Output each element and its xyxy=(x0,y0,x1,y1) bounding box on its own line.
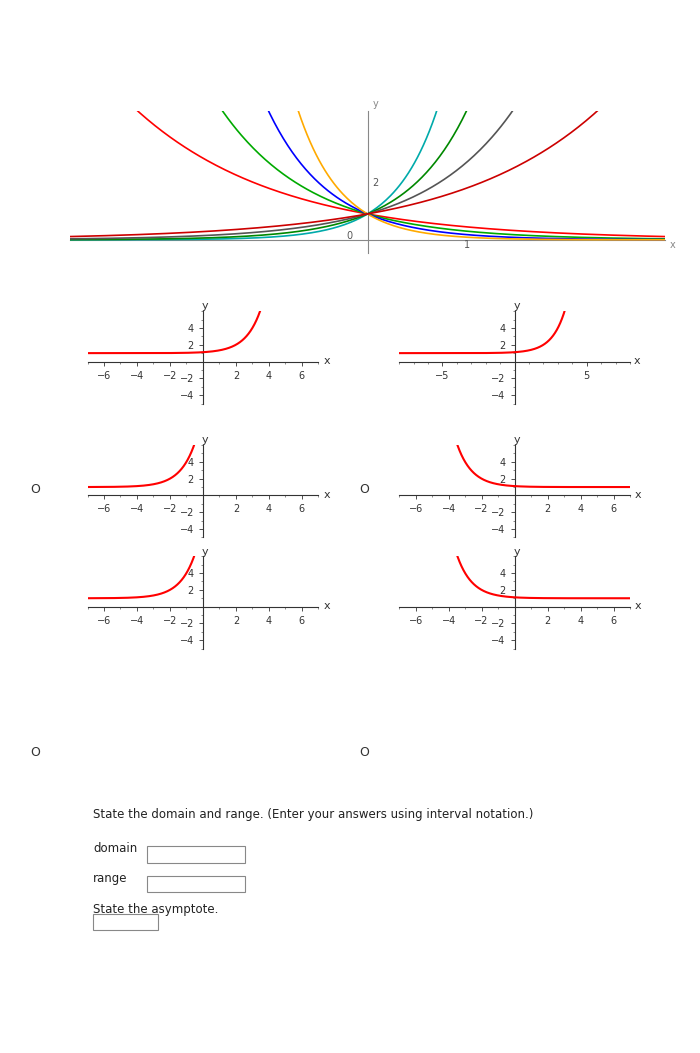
Text: State the domain and range. (Enter your answers using interval notation.): State the domain and range. (Enter your … xyxy=(93,809,533,821)
Text: y: y xyxy=(202,435,209,445)
Text: 2: 2 xyxy=(372,178,379,187)
Text: domain: domain xyxy=(93,842,137,855)
Text: y: y xyxy=(372,99,378,108)
Text: $y=5^x$: $y=5^x$ xyxy=(414,190,444,204)
Text: $h(x) = 3^{x-2} + 1$: $h(x) = 3^{x-2} + 1$ xyxy=(131,156,225,174)
Text: Graph the function, not by plotting points, but by starting from the graphs belo: Graph the function, not by plotting poin… xyxy=(93,132,575,144)
FancyBboxPatch shape xyxy=(93,914,158,931)
Text: State the asymptote.: State the asymptote. xyxy=(93,903,218,916)
Text: 0: 0 xyxy=(346,232,353,241)
Text: $y=3^x$: $y=3^x$ xyxy=(468,190,498,204)
Text: y: y xyxy=(514,435,520,445)
Text: range: range xyxy=(93,872,127,885)
Text: $y=\left(\frac{1}{2}\right)^x$: $y=\left(\frac{1}{2}\right)^x$ xyxy=(117,190,155,207)
FancyBboxPatch shape xyxy=(147,847,245,862)
Text: y: y xyxy=(202,547,209,557)
Text: x: x xyxy=(635,490,642,500)
Text: 1: 1 xyxy=(463,239,470,250)
Text: O: O xyxy=(359,747,369,759)
Text: x: x xyxy=(323,356,330,366)
Text: x: x xyxy=(670,239,676,250)
Text: $y=2^x$: $y=2^x$ xyxy=(523,190,553,204)
Text: x: x xyxy=(323,601,330,611)
Text: $y=\left(\frac{1}{5}\right)^x$: $y=\left(\frac{1}{5}\right)^x$ xyxy=(237,190,275,207)
Text: O: O xyxy=(30,483,40,496)
Text: $y=\left(\frac{1}{3}\right)^x$: $y=\left(\frac{1}{3}\right)^x$ xyxy=(182,190,220,207)
Text: y: y xyxy=(514,547,520,557)
Text: $y=\left(\frac{1}{10}\right)^x$: $y=\left(\frac{1}{10}\right)^x$ xyxy=(288,190,331,207)
Text: y: y xyxy=(202,301,209,312)
Text: x: x xyxy=(323,490,330,500)
FancyBboxPatch shape xyxy=(147,876,245,892)
Text: x: x xyxy=(635,601,642,611)
Text: $y=10^x$: $y=10^x$ xyxy=(357,190,393,204)
Text: O: O xyxy=(359,483,369,496)
Text: x: x xyxy=(634,356,640,366)
Text: O: O xyxy=(30,747,40,759)
Text: y: y xyxy=(513,301,520,312)
